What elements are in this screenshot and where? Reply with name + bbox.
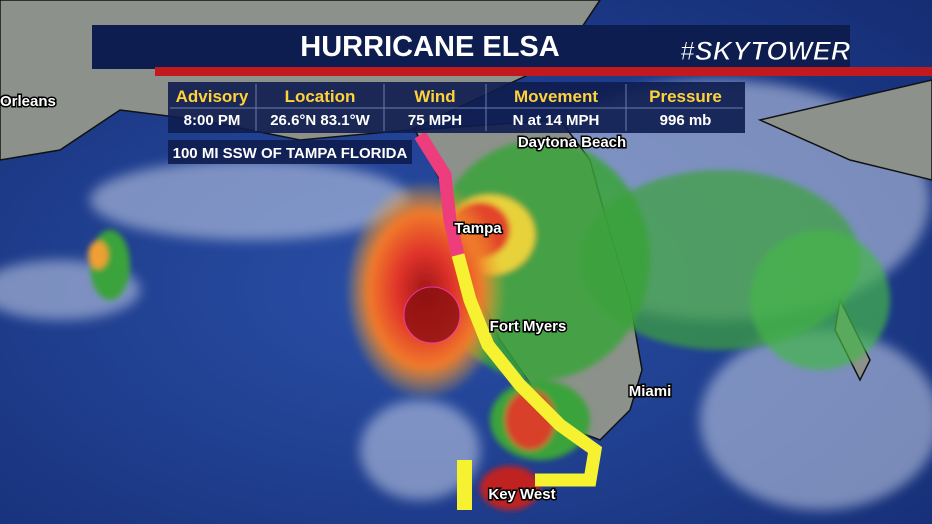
column-value: 26.6°N 83.1°W: [270, 112, 370, 129]
column-label: Movement: [514, 87, 598, 106]
advisory-note: 100 MI SSW OF TAMPA FLORIDA: [173, 145, 408, 162]
column-label: Pressure: [649, 87, 722, 106]
keys-warning: [457, 460, 472, 510]
column-value: 996 mb: [660, 112, 712, 129]
title: HURRICANE ELSA: [300, 31, 559, 63]
advisory-table: 100 MI SSW OF TAMPA FLORIDA Advisory 8:00…: [168, 82, 745, 164]
city-label: Fort Myers: [490, 318, 567, 335]
radar: [88, 140, 890, 510]
city-label: Miami: [629, 383, 672, 400]
column-label: Advisory: [176, 87, 249, 106]
column-value: 75 MPH: [408, 112, 462, 129]
city-label: Daytona Beach: [518, 134, 626, 151]
hurricane-warning: [414, 131, 465, 257]
column-label: Location: [285, 87, 356, 106]
title-bar: [92, 25, 850, 69]
city-label: Orleans: [0, 93, 56, 110]
city-labels: Orleans Daytona Beach Tampa Fort Myers Miami…: [0, 92, 673, 505]
title-stripe: [155, 67, 932, 76]
tropical-storm-warning: [451, 253, 603, 487]
city-label: Key West: [488, 486, 555, 503]
column-value: 8:00 PM: [184, 112, 241, 129]
column-label: Wind: [414, 87, 455, 106]
note-bg: [168, 140, 412, 164]
logo: #SKYTOWER: [680, 36, 851, 66]
storm-eye: [403, 286, 461, 344]
city-label: Tampa: [454, 220, 502, 237]
column-value: N at 14 MPH: [513, 112, 600, 129]
